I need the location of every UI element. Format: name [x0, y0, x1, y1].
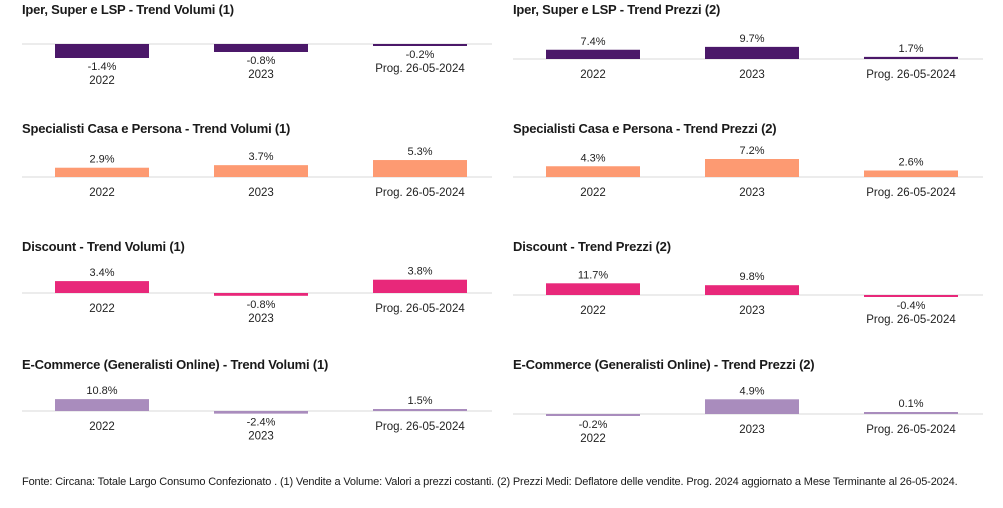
bar-chart: -1.4% 2022 -0.8% 2023 -0.2% Prog. 26-05-2024	[22, 43, 492, 87]
bar	[214, 411, 308, 414]
data-label: 0.1%	[898, 398, 923, 410]
category-label: 2022	[580, 305, 606, 317]
category-label: Prog. 26-05-2024	[866, 424, 956, 436]
category-label: 2023	[248, 69, 274, 81]
chart-title: Discount - Trend Volumi (1)	[22, 239, 185, 254]
data-label: -0.2%	[406, 49, 435, 61]
data-label: -0.8%	[247, 55, 276, 67]
chart-title: E-Commerce (Generalisti Online) - Trend …	[513, 357, 815, 372]
category-label: 2022	[580, 69, 606, 81]
category-label: 2022	[580, 433, 606, 445]
bar-chart: 11.7% 2022 9.8% 2023 -0.4% Prog. 26-05-2024	[513, 269, 983, 326]
data-label: 4.9%	[739, 385, 764, 397]
chart-title: Specialisti Casa e Persona - Trend Prezz…	[513, 121, 777, 136]
data-label: -0.8%	[247, 299, 276, 311]
category-label: 2023	[739, 305, 765, 317]
bar	[55, 399, 149, 411]
bar	[373, 160, 467, 177]
bar-chart: 4.3% 2022 7.2% 2023 2.6% Prog. 26-05-2024	[513, 145, 983, 199]
data-label: -0.4%	[897, 300, 926, 312]
data-label: 11.7%	[578, 269, 609, 281]
bar	[546, 414, 640, 416]
chart-title: Specialisti Casa e Persona - Trend Volum…	[22, 121, 291, 136]
bar	[705, 399, 799, 414]
chart-title: Iper, Super e LSP - Trend Volumi (1)	[22, 2, 234, 17]
category-label: Prog. 26-05-2024	[375, 421, 465, 433]
chart-title: E-Commerce (Generalisti Online) - Trend …	[22, 357, 329, 372]
chart-title: Discount - Trend Prezzi (2)	[513, 239, 671, 254]
bar	[546, 283, 640, 295]
data-label: 4.3%	[580, 152, 605, 164]
bar	[55, 281, 149, 293]
chart-panel-ecommerce-prezzi: E-Commerce (Generalisti Online) - Trend …	[513, 357, 983, 467]
bar-chart: 2.9% 2022 3.7% 2023 5.3% Prog. 26-05-2024	[22, 146, 492, 199]
category-label: 2022	[89, 75, 115, 87]
category-label: 2023	[739, 187, 765, 199]
data-label: -2.4%	[247, 417, 276, 429]
bar	[55, 44, 149, 58]
bar	[705, 285, 799, 295]
data-label: -0.2%	[579, 419, 608, 431]
bar	[373, 44, 467, 46]
bar	[546, 49, 640, 59]
chart-title: Iper, Super e LSP - Trend Prezzi (2)	[513, 2, 721, 17]
category-label: 2023	[739, 69, 765, 81]
bar	[864, 56, 958, 59]
data-label: 9.8%	[739, 271, 764, 283]
bar	[864, 295, 958, 297]
category-label: 2023	[248, 431, 274, 443]
bar-chart: -0.2% 2022 4.9% 2023 0.1% Prog. 26-05-2024	[513, 385, 983, 445]
category-label: 2022	[89, 187, 115, 199]
category-label: 2023	[248, 313, 274, 325]
chart-panel-iper-volumi: Iper, Super e LSP - Trend Volumi (1) -1.…	[22, 2, 492, 112]
category-label: Prog. 26-05-2024	[866, 69, 956, 81]
bar	[546, 166, 640, 177]
bar-chart: 10.8% 2022 -2.4% 2023 1.5% Prog. 26-05-2024	[22, 385, 492, 443]
bar	[214, 165, 308, 177]
category-label: 2022	[89, 421, 115, 433]
category-label: 2023	[739, 424, 765, 436]
data-label: 1.5%	[407, 395, 432, 407]
bar	[864, 412, 958, 414]
chart-panel-discount-volumi: Discount - Trend Volumi (1) 3.4% 2022 -0.8…	[22, 239, 492, 349]
bar	[373, 409, 467, 411]
category-label: 2022	[89, 303, 115, 315]
chart-panel-specialisti-prezzi: Specialisti Casa e Persona - Trend Prezz…	[513, 121, 983, 231]
bar	[214, 44, 308, 52]
chart-panel-ecommerce-volumi: E-Commerce (Generalisti Online) - Trend …	[22, 357, 492, 467]
data-label: 5.3%	[407, 146, 432, 158]
data-label: 9.7%	[739, 33, 764, 45]
bar	[705, 159, 799, 177]
bar-chart: 3.4% 2022 -0.8% 2023 3.8% Prog. 26-05-2024	[22, 266, 492, 325]
source-footnote: Fonte: Circana: Totale Largo Consumo Con…	[22, 476, 958, 488]
data-label: 7.4%	[580, 36, 605, 48]
data-label: 3.4%	[89, 267, 114, 279]
data-label: 10.8%	[86, 385, 117, 397]
data-label: 2.9%	[89, 154, 114, 166]
bar	[373, 279, 467, 293]
bar-chart: 7.4% 2022 9.7% 2023 1.7% Prog. 26-05-2024	[513, 33, 983, 81]
category-label: Prog. 26-05-2024	[375, 63, 465, 75]
category-label: Prog. 26-05-2024	[866, 314, 956, 326]
category-label: 2023	[248, 187, 274, 199]
bar	[214, 293, 308, 296]
data-label: 1.7%	[898, 43, 923, 55]
category-label: Prog. 26-05-2024	[375, 303, 465, 315]
category-label: Prog. 26-05-2024	[866, 187, 956, 199]
chart-panel-specialisti-volumi: Specialisti Casa e Persona - Trend Volum…	[22, 121, 492, 231]
bar	[55, 167, 149, 177]
data-label: -1.4%	[88, 61, 117, 73]
chart-panel-discount-prezzi: Discount - Trend Prezzi (2) 11.7% 2022 9.8…	[513, 239, 983, 349]
data-label: 3.7%	[248, 151, 273, 163]
bar	[705, 46, 799, 59]
bar	[864, 170, 958, 177]
data-label: 7.2%	[739, 145, 764, 157]
category-label: Prog. 26-05-2024	[375, 187, 465, 199]
data-label: 3.8%	[407, 266, 432, 278]
data-label: 2.6%	[898, 157, 923, 169]
category-label: 2022	[580, 187, 606, 199]
chart-panel-iper-prezzi: Iper, Super e LSP - Trend Prezzi (2) 7.4…	[513, 2, 983, 112]
